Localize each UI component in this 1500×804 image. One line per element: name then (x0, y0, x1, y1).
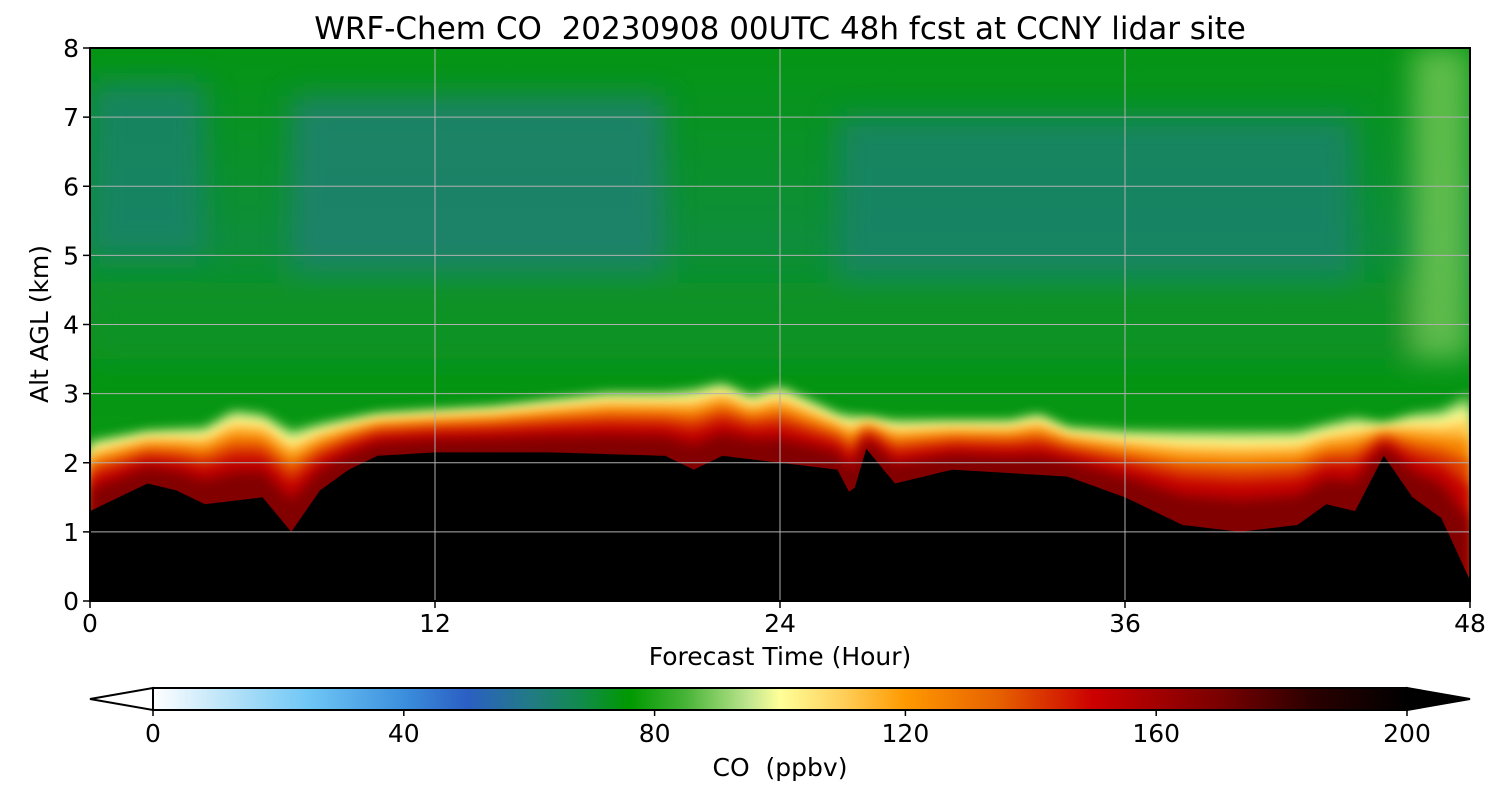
colorbar-extend-high (1406, 686, 1471, 712)
y-tick-label: 3 (63, 380, 79, 409)
x-tick-label: 24 (764, 609, 796, 638)
colorbar-tick-label: 80 (639, 719, 671, 748)
x-axis-label: Forecast Time (Hour) (649, 642, 912, 671)
y-tick-label: 2 (63, 449, 79, 478)
chart-title: WRF-Chem CO 20230908 00UTC 48h fcst at C… (314, 11, 1246, 47)
free-troposphere-region (291, 96, 665, 270)
y-tick-label: 6 (63, 172, 79, 201)
x-tick-label: 48 (1454, 609, 1486, 638)
colorbar-label: CO (ppbv) (713, 753, 848, 782)
colorbar-body (153, 688, 1407, 710)
plot-area (90, 48, 1470, 601)
colorbar-tick-label: 200 (1383, 719, 1431, 748)
colorbar-frame (152, 687, 1408, 711)
y-tick-label: 7 (63, 103, 79, 132)
y-tick-label: 1 (63, 518, 79, 547)
y-tick-label: 5 (63, 241, 79, 270)
colorbar: 0 40 80 120 160 200 (89, 686, 1471, 748)
x-tick-label: 12 (419, 609, 451, 638)
free-troposphere-region (1412, 48, 1470, 360)
y-axis-label: Alt AGL (km) (25, 245, 54, 403)
colorbar-tick-label: 0 (145, 719, 161, 748)
free-troposphere-region (90, 82, 205, 256)
x-tick-label: 0 (82, 609, 98, 638)
free-troposphere-region (837, 117, 1355, 277)
y-tick-label: 0 (63, 587, 79, 616)
y-tick-label: 8 (63, 34, 79, 63)
y-tick-label: 4 (63, 311, 79, 340)
x-tick-label: 36 (1109, 609, 1141, 638)
colorbar-tick-label: 40 (388, 719, 420, 748)
colorbar-tick-label: 120 (882, 719, 930, 748)
colorbar-extend-low (89, 686, 154, 712)
colorbar-tick-label: 160 (1132, 719, 1180, 748)
